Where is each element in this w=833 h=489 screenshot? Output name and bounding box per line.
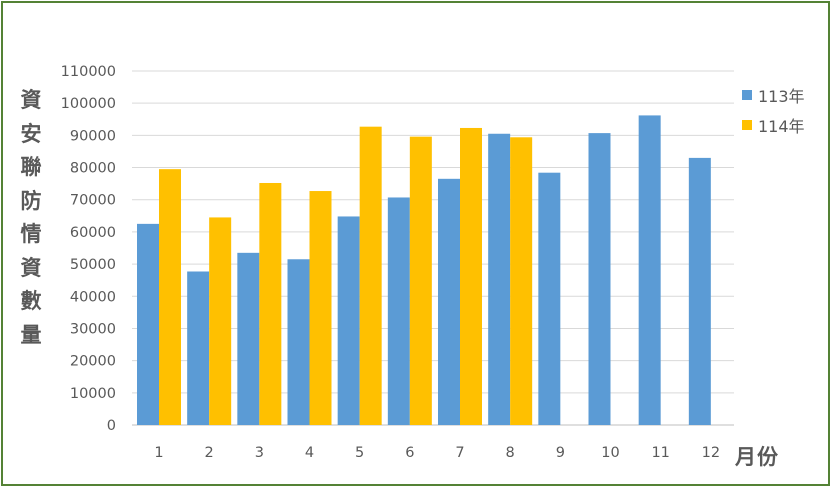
bar-series2	[409, 136, 432, 425]
bar-series2	[510, 137, 533, 425]
bar-series2	[209, 217, 232, 425]
bar-series1	[337, 216, 360, 425]
x-tick-label: 12	[702, 445, 720, 461]
x-tick-label: 4	[305, 445, 314, 461]
bar-series1	[538, 172, 561, 425]
bar-series2	[359, 126, 382, 425]
y-axis-label-char: 聯	[20, 155, 42, 179]
y-axis-label-char: 量	[20, 322, 42, 347]
bar-series1	[588, 133, 611, 426]
x-tick-label: 7	[455, 445, 464, 461]
x-tick-label: 5	[355, 445, 364, 461]
y-tick-label: 80000	[70, 161, 116, 177]
bar-series2	[309, 191, 332, 425]
y-tick-label: 110000	[61, 64, 116, 80]
y-tick-label: 60000	[70, 225, 116, 241]
y-tick-label: 0	[107, 418, 116, 434]
x-tick-label: 1	[154, 445, 163, 461]
bar-series1	[237, 252, 260, 425]
y-tick-label: 40000	[70, 289, 116, 305]
y-tick-label: 70000	[70, 193, 116, 209]
bar-series1	[638, 115, 661, 425]
y-axis-label-char: 數	[20, 289, 42, 313]
legend-swatch	[742, 90, 752, 100]
y-axis-label-char: 安	[20, 121, 42, 146]
x-tick-label: 9	[556, 445, 565, 461]
y-axis-label: 資安聯防情資數量	[14, 84, 48, 352]
legend: 113年 114年	[742, 80, 805, 140]
bar-series1	[287, 259, 310, 425]
y-tick-label: 30000	[70, 321, 116, 337]
y-tick-label: 100000	[61, 96, 116, 112]
bar-series1	[187, 271, 210, 425]
bar-series1	[438, 178, 460, 425]
bar-series1	[137, 223, 159, 425]
bar-series2	[460, 127, 482, 425]
bar-series1	[387, 197, 410, 425]
bar-series1	[488, 133, 511, 425]
x-tick-label: 8	[506, 445, 515, 461]
legend-label: 114年	[758, 117, 805, 136]
y-axis-label-char: 防	[20, 188, 42, 213]
y-tick-label: 90000	[70, 128, 116, 144]
bar-series2	[259, 182, 282, 425]
legend-swatch	[742, 120, 752, 130]
y-axis-label-char: 資	[20, 255, 42, 280]
x-tick-label: 10	[601, 445, 619, 461]
y-axis-label-char: 情	[20, 222, 42, 246]
legend-label: 113年	[758, 87, 805, 106]
bar-series1	[688, 157, 711, 425]
y-tick-label: 10000	[70, 386, 116, 402]
y-axis-label-char: 資	[20, 88, 42, 112]
x-tick-label: 3	[255, 445, 264, 461]
y-tick-label: 50000	[70, 257, 116, 273]
x-tick-label: 2	[205, 445, 214, 461]
legend-item: 113年	[742, 80, 805, 110]
y-tick-label: 20000	[70, 354, 116, 370]
x-axis-label: 月份	[735, 445, 779, 469]
legend-item: 114年	[742, 110, 805, 140]
x-tick-label: 6	[405, 445, 414, 461]
x-tick-label: 11	[651, 445, 669, 461]
bar-series2	[159, 169, 181, 425]
